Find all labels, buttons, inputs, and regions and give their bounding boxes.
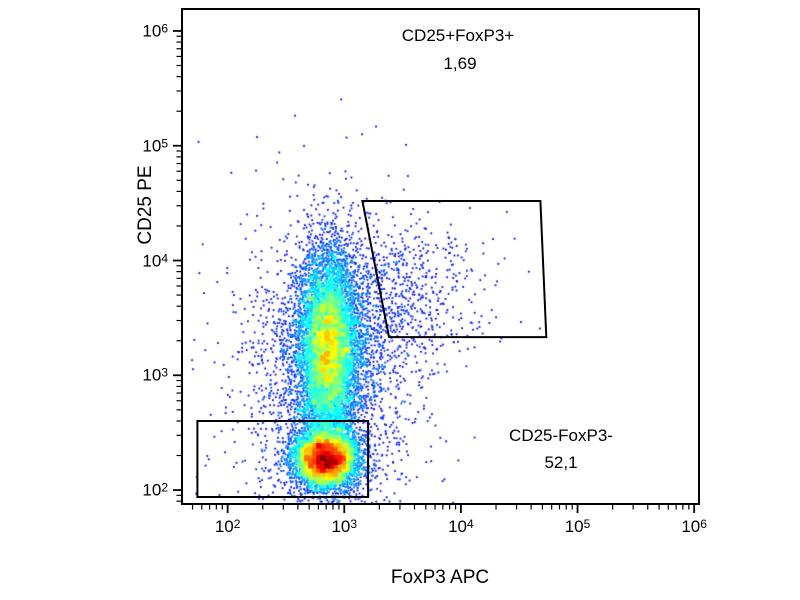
y-tick-label: 105 <box>142 136 168 156</box>
x-tick-label: 105 <box>564 517 591 536</box>
y-tick-label: 102 <box>142 480 168 500</box>
x-tick-label: 106 <box>681 517 707 536</box>
gate-percent-cd25-pos-foxp3-pos: 1,69 <box>443 54 477 73</box>
y-tick-label: 106 <box>142 21 168 41</box>
gate-percent-cd25-neg-foxp3-neg: 52,1 <box>544 453 578 472</box>
x-tick-label: 102 <box>214 517 241 536</box>
x-tick-label: 103 <box>331 517 358 536</box>
gate-label-cd25-neg-foxp3-neg: CD25-FoxP3- <box>509 426 613 445</box>
y-tick-label: 103 <box>142 365 168 385</box>
x-tick-label: 104 <box>448 517 474 536</box>
y-tick-label: 104 <box>142 251 168 271</box>
gate-label-cd25-pos-foxp3-pos: CD25+FoxP3+ <box>401 26 515 45</box>
plot-frame <box>181 8 700 505</box>
x-axis-title: FoxP3 APC <box>390 567 490 588</box>
y-axis-title: CD25 PE <box>135 165 156 245</box>
